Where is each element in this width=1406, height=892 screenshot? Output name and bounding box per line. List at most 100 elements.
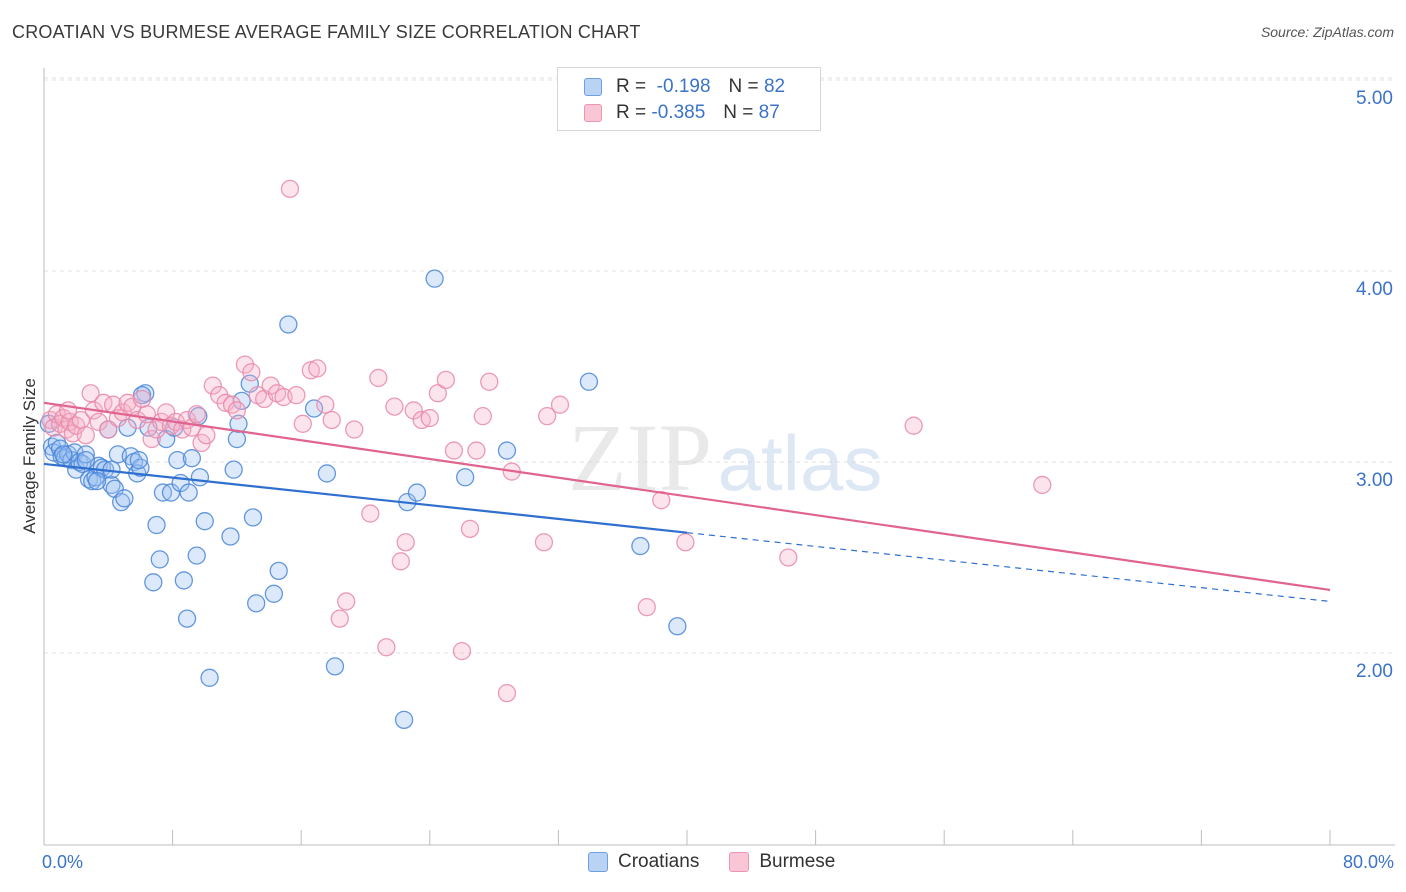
legend-n-label: N =	[728, 76, 759, 97]
croatians-point	[579, 372, 599, 391]
burmese-point	[537, 407, 557, 426]
croatians-point	[179, 483, 198, 502]
croatians-point	[269, 561, 288, 581]
croatians-trend-line	[43, 462, 688, 534]
croatians-point	[147, 515, 166, 535]
source-label: Source: ZipAtlas.com	[1260, 24, 1394, 40]
burmese-point	[142, 429, 161, 449]
burmese-point	[81, 384, 100, 403]
y-axis-label: Average Family Size	[20, 378, 39, 534]
croatians-point	[76, 450, 95, 470]
burmese-point	[385, 397, 404, 416]
burmese-point	[287, 385, 306, 405]
burmese-point	[203, 376, 222, 395]
croatians-point	[54, 445, 73, 464]
burmese-point	[280, 179, 300, 199]
legend-r-label: R =	[616, 102, 647, 123]
burmese-point	[67, 416, 86, 435]
burmese-point	[301, 361, 320, 380]
croatians-point	[187, 546, 206, 565]
burmese-point	[242, 363, 261, 382]
burmese-point	[345, 420, 364, 439]
chart-title: CROATIAN VS BURMESE AVERAGE FAMILY SIZE …	[12, 22, 641, 42]
burmese-point	[308, 359, 327, 378]
x-axis-min-label: 0.0%	[42, 852, 84, 872]
croatians-point	[425, 269, 444, 288]
croatians-point	[195, 512, 214, 531]
y-tick-label: 4.00	[1356, 279, 1393, 300]
croatians-point	[200, 668, 219, 687]
burmese-point	[316, 395, 335, 414]
y-tick-labels: 2.00 3.00 4.00 5.00	[1356, 88, 1393, 682]
legend-r-croatians: -0.198	[656, 76, 711, 97]
burmese-point	[473, 407, 492, 426]
croatians-point	[497, 441, 517, 460]
croatians-point	[456, 468, 475, 487]
y-tick-label: 3.00	[1356, 470, 1393, 491]
series-legend-burmese: Burmese	[729, 851, 835, 873]
burmese-point	[480, 372, 499, 391]
legend-swatch-croatians	[584, 78, 602, 96]
croatians-points	[39, 269, 687, 729]
croatians-point	[168, 450, 187, 470]
croatians-point	[407, 483, 427, 502]
burmese-point	[428, 384, 447, 403]
burmese-point	[322, 410, 341, 430]
burmese-point	[227, 401, 247, 420]
series-legend-croatians: Croatians	[588, 851, 699, 873]
burmese-point	[377, 638, 396, 657]
croatians-point	[136, 384, 155, 403]
burmese-point	[369, 368, 388, 388]
burmese-point	[436, 370, 456, 390]
series-name-burmese: Burmese	[759, 851, 836, 872]
axes	[43, 68, 1395, 846]
croatians-point	[87, 471, 107, 491]
burmese-point	[391, 552, 411, 571]
croatians-point	[144, 573, 163, 592]
croatians-point	[221, 527, 240, 546]
y-tick-label: 2.00	[1356, 661, 1393, 682]
legend-n-label: N =	[723, 102, 754, 123]
croatians-point	[150, 550, 169, 569]
croatians-point	[131, 458, 150, 477]
burmese-point	[460, 519, 480, 538]
burmese-point	[89, 412, 108, 432]
burmese-point	[222, 395, 242, 414]
croatians-point	[243, 508, 263, 527]
croatians-point	[224, 460, 243, 479]
burmese-point	[132, 389, 152, 409]
legend-r-label: R =	[616, 76, 647, 97]
croatians-point	[279, 315, 298, 334]
burmese-point	[76, 426, 95, 445]
croatians-point	[229, 414, 248, 433]
croatians-trend-extension	[686, 532, 1331, 603]
croatians-point	[76, 445, 95, 464]
croatians-point	[394, 710, 414, 729]
legend-row-burmese: R = -0.385 N = 87	[584, 101, 780, 125]
burmese-point	[534, 533, 554, 552]
burmese-point	[550, 395, 570, 414]
croatians-point	[115, 489, 134, 508]
y-tick-label: 5.00	[1356, 88, 1393, 109]
burmese-trend-line	[43, 401, 1331, 592]
legend-row-croatians: R = -0.198 N = 82	[584, 75, 785, 99]
x-axis-max-label: 80.0%	[1342, 852, 1394, 872]
croatians-point	[129, 450, 148, 470]
watermark: ZIP atlas	[568, 404, 882, 511]
croatians-point	[264, 584, 284, 603]
series-swatch-croatians	[588, 852, 608, 872]
burmese-point	[396, 533, 415, 552]
burmese-point	[637, 598, 656, 617]
series-swatch-burmese	[729, 852, 750, 872]
croatians-point	[668, 617, 687, 636]
watermark-atlas: atlas	[718, 419, 883, 507]
legend-swatch-burmese	[584, 104, 602, 122]
croatians-point	[247, 594, 266, 613]
burmese-point	[361, 504, 380, 523]
croatians-point	[227, 429, 247, 449]
croatians-point	[304, 399, 324, 418]
croatians-point	[317, 464, 337, 483]
burmese-point	[337, 592, 356, 611]
burmese-point	[676, 533, 695, 552]
